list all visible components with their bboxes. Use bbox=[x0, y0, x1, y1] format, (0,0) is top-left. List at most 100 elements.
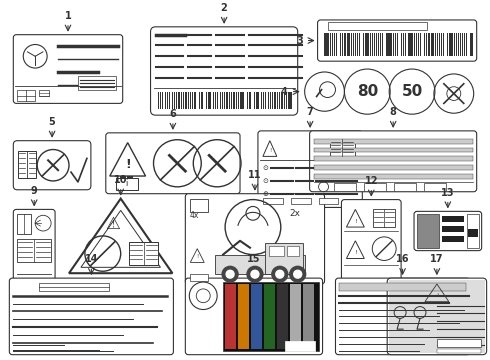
Bar bbox=[462, 33, 463, 56]
Text: 6: 6 bbox=[170, 109, 176, 119]
Bar bbox=[365, 183, 386, 191]
Bar bbox=[428, 33, 429, 56]
Bar bbox=[326, 33, 328, 56]
Bar bbox=[433, 33, 435, 56]
Bar bbox=[314, 174, 473, 179]
Bar bbox=[322, 33, 323, 56]
Bar bbox=[225, 284, 236, 349]
Bar bbox=[226, 91, 228, 109]
Bar bbox=[288, 91, 290, 109]
Circle shape bbox=[272, 266, 288, 282]
Bar bbox=[328, 33, 329, 56]
Text: 13: 13 bbox=[441, 188, 455, 198]
Bar bbox=[208, 91, 210, 109]
FancyBboxPatch shape bbox=[185, 278, 322, 355]
Bar bbox=[269, 246, 284, 256]
Bar bbox=[342, 33, 343, 56]
Bar bbox=[290, 284, 301, 349]
FancyBboxPatch shape bbox=[106, 133, 240, 194]
Bar bbox=[372, 33, 373, 56]
FancyBboxPatch shape bbox=[9, 278, 173, 355]
Bar bbox=[169, 91, 170, 109]
Bar bbox=[178, 91, 180, 109]
Bar bbox=[466, 33, 467, 56]
Bar bbox=[284, 91, 285, 109]
Circle shape bbox=[294, 270, 302, 278]
Bar bbox=[409, 33, 410, 56]
Bar bbox=[196, 91, 197, 109]
Bar bbox=[467, 33, 468, 56]
Bar bbox=[359, 33, 360, 56]
Bar bbox=[233, 91, 235, 109]
Bar bbox=[190, 199, 208, 212]
Bar bbox=[464, 33, 465, 56]
Bar bbox=[268, 91, 269, 109]
Bar bbox=[393, 33, 394, 56]
Bar bbox=[401, 33, 402, 56]
Bar bbox=[469, 33, 471, 56]
Bar bbox=[363, 33, 364, 56]
Circle shape bbox=[276, 270, 284, 278]
Circle shape bbox=[226, 270, 234, 278]
Bar bbox=[120, 176, 125, 179]
Bar bbox=[442, 216, 464, 222]
Text: 91: 91 bbox=[469, 229, 477, 234]
Bar bbox=[442, 236, 464, 242]
Bar bbox=[181, 91, 182, 109]
Circle shape bbox=[222, 266, 238, 282]
Bar bbox=[190, 91, 191, 109]
Bar bbox=[417, 214, 439, 248]
Bar bbox=[17, 90, 35, 102]
Text: 2x: 2x bbox=[289, 209, 300, 218]
Bar bbox=[263, 91, 265, 109]
Bar bbox=[261, 91, 262, 109]
Bar bbox=[394, 183, 416, 191]
Bar bbox=[18, 150, 36, 178]
Text: ⚠: ⚠ bbox=[105, 215, 120, 233]
Bar bbox=[286, 91, 287, 109]
Text: 3: 3 bbox=[296, 36, 303, 46]
Bar bbox=[285, 341, 315, 351]
Bar bbox=[343, 33, 345, 56]
Text: ⊙: ⊙ bbox=[262, 165, 268, 171]
Bar bbox=[277, 284, 288, 349]
Bar bbox=[403, 33, 404, 56]
Bar bbox=[405, 33, 406, 56]
Text: 1: 1 bbox=[65, 11, 72, 21]
Bar bbox=[458, 33, 459, 56]
Bar bbox=[265, 91, 266, 109]
FancyBboxPatch shape bbox=[13, 141, 91, 190]
Bar bbox=[437, 33, 438, 56]
Circle shape bbox=[251, 270, 259, 278]
Bar bbox=[314, 165, 473, 170]
Bar bbox=[213, 91, 214, 109]
Bar bbox=[203, 91, 204, 109]
Bar bbox=[329, 139, 355, 156]
Bar bbox=[238, 284, 249, 349]
Bar bbox=[215, 91, 217, 109]
Bar bbox=[39, 90, 49, 95]
Bar bbox=[158, 91, 159, 109]
Bar bbox=[389, 280, 485, 353]
Bar bbox=[447, 33, 448, 56]
Bar bbox=[441, 33, 442, 56]
Text: i: i bbox=[125, 179, 128, 188]
Bar bbox=[176, 91, 177, 109]
Bar bbox=[368, 33, 369, 56]
Bar bbox=[382, 33, 383, 56]
Bar bbox=[318, 198, 339, 204]
Bar bbox=[390, 33, 391, 56]
Text: ⊙: ⊙ bbox=[262, 178, 268, 184]
Bar bbox=[424, 33, 425, 56]
Bar bbox=[395, 33, 396, 56]
Bar bbox=[256, 91, 258, 109]
Bar bbox=[373, 210, 395, 227]
Bar bbox=[217, 91, 218, 109]
Bar bbox=[374, 33, 375, 56]
Text: 10: 10 bbox=[114, 175, 127, 185]
Bar bbox=[335, 183, 356, 191]
Bar bbox=[172, 91, 173, 109]
Bar bbox=[365, 33, 366, 56]
Bar bbox=[291, 198, 311, 204]
Bar bbox=[185, 91, 187, 109]
